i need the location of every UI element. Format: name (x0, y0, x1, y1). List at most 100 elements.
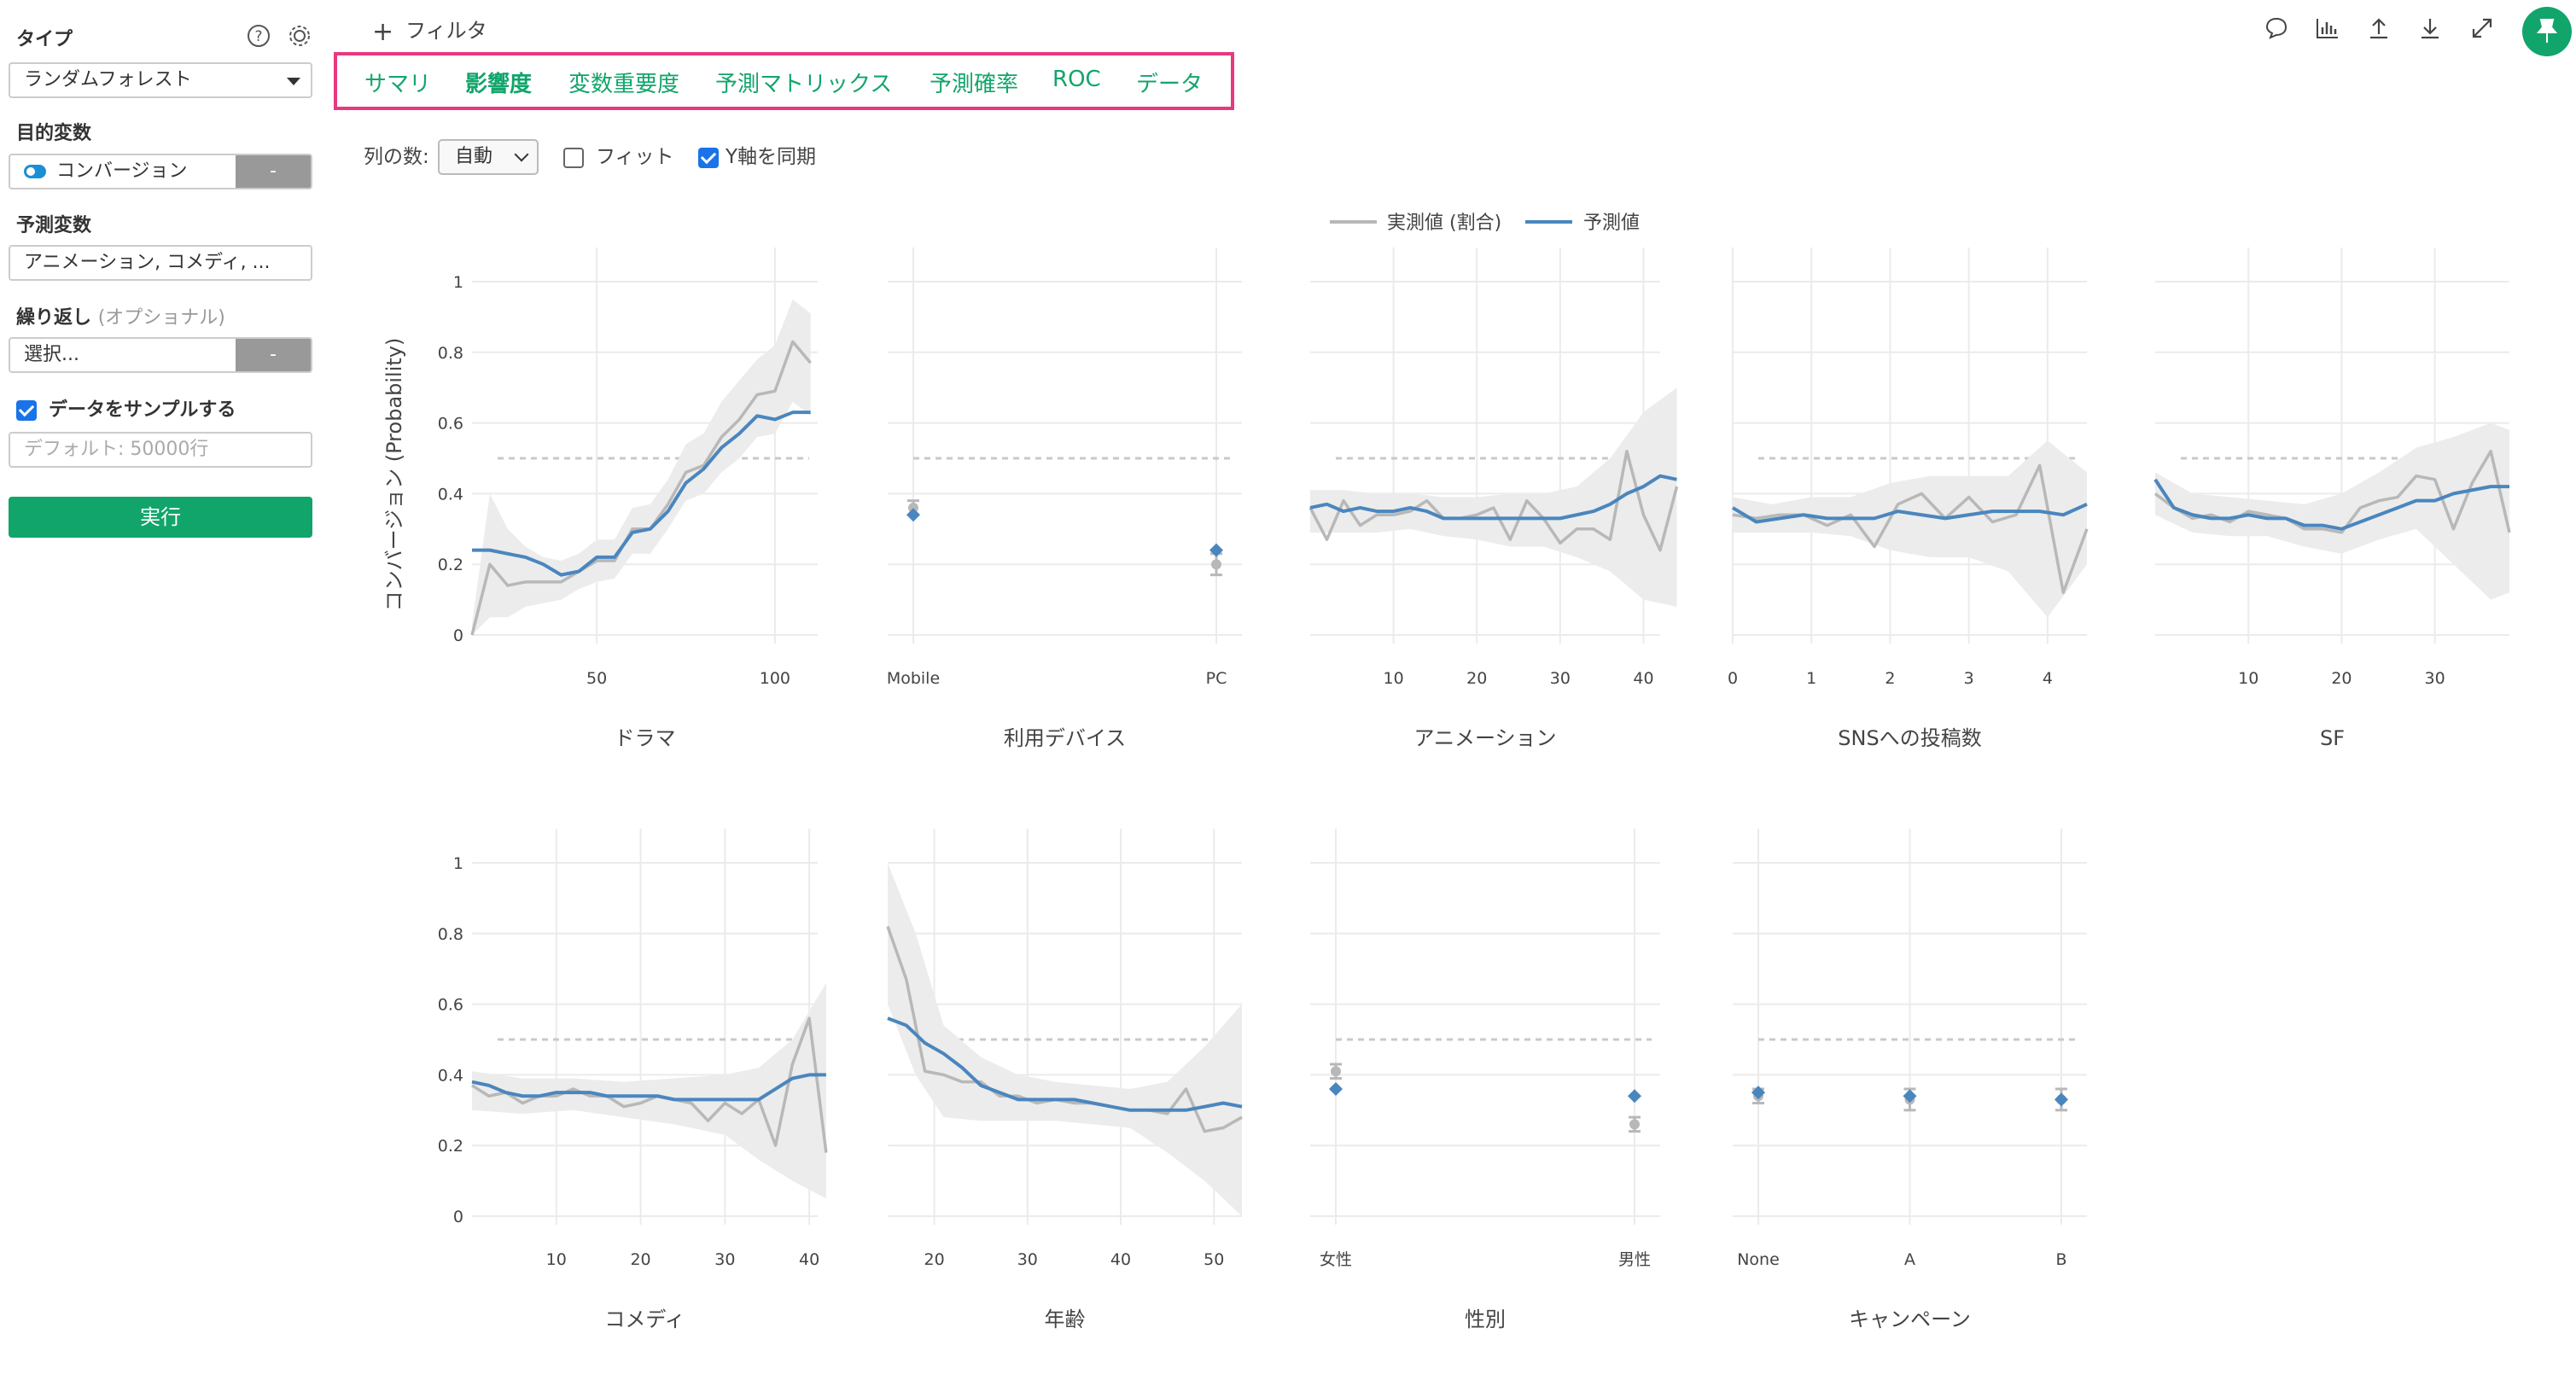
filter-label: フィルタ (405, 19, 487, 43)
panel-title: 年齢 (1045, 1307, 1086, 1331)
confidence-band (472, 982, 826, 1199)
predicted-point (1209, 543, 1223, 557)
tab-prediction-matrix[interactable]: 予測マトリックス (715, 72, 893, 97)
x-tick-label: None (1737, 1250, 1780, 1269)
y-tick-label: 0.2 (438, 1137, 463, 1156)
gear-icon[interactable] (288, 24, 312, 48)
tab-data[interactable]: データ (1136, 72, 1203, 97)
help-icon[interactable]: ? (247, 24, 271, 48)
panel-title: 利用デバイス (1004, 726, 1126, 750)
predictors-value: アニメーション, コメディ, ... (24, 252, 271, 273)
y-tick-label: 0.8 (438, 925, 463, 944)
x-tick-label: 40 (1110, 1250, 1131, 1269)
expand-icon[interactable] (2469, 15, 2495, 41)
predicted-series-line (2153, 478, 2509, 531)
predicted-series-line (887, 1016, 1243, 1112)
predictors-label: 予測変数 (16, 215, 92, 236)
comment-icon[interactable] (2264, 15, 2289, 41)
sync-y-checkbox[interactable] (698, 147, 719, 168)
predicted-series-line (472, 411, 811, 577)
x-tick-label: 30 (1017, 1250, 1038, 1269)
target-label: 目的変数 (16, 123, 92, 144)
y-tick-label: 0.2 (438, 556, 463, 574)
y-axis-label: コンバージョン (Probability) (382, 338, 406, 612)
tab-summary[interactable]: サマリ (364, 72, 432, 97)
target-field[interactable]: コンバージョン - (9, 154, 312, 189)
sample-size-input[interactable]: デフォルト: 50000行 (9, 432, 312, 468)
confidence-band (2155, 422, 2509, 600)
fit-checkbox-row[interactable]: フィット (563, 142, 674, 172)
predicted-point (1751, 1086, 1765, 1100)
predicted-point (2054, 1092, 2068, 1107)
svg-text:?: ? (254, 28, 262, 45)
x-tick-label: 20 (2331, 669, 2352, 688)
panel-1: Mobile PC 利用デバイス (887, 248, 1242, 750)
panel-2: 10 20 30 40 アニメーション (1308, 248, 1679, 750)
tab-roc[interactable]: ROC (1052, 67, 1101, 92)
panel-title: SF (2320, 726, 2345, 750)
x-tick-label: 1 (1806, 669, 1816, 688)
y-tick-label: 0.6 (438, 415, 463, 434)
panel-title: アニメーション (1413, 726, 1556, 750)
x-tick-label: PC (1206, 669, 1227, 688)
model-type-select[interactable]: ランダムフォレスト (9, 62, 312, 98)
panel-5: 0 0.2 0.4 0.6 0.8 1 10 20 30 40 コメディ (438, 829, 828, 1331)
predictors-field[interactable]: アニメーション, コメディ, ... (9, 245, 312, 281)
x-tick-label: 4 (2043, 669, 2053, 688)
x-tick-label: 30 (1550, 669, 1571, 688)
columns-value: 自動 (455, 146, 493, 167)
predicted-point (1903, 1089, 1917, 1104)
tab-effect[interactable]: 影響度 (465, 72, 533, 97)
legend-label-actual: 実測値 (割合) (1387, 213, 1501, 234)
repeat-select[interactable]: 選択... - (9, 337, 312, 373)
x-tick-label: 10 (1384, 669, 1404, 688)
y-tick-label: 0 (453, 1208, 463, 1226)
x-tick-label: 40 (799, 1250, 819, 1269)
x-tick-label: 男性 (1618, 1250, 1651, 1269)
sample-label: データをサンプルする (49, 399, 236, 421)
plus-icon: + (372, 17, 394, 47)
x-tick-label: 女性 (1320, 1250, 1352, 1269)
confidence-band (1733, 440, 2087, 618)
sync-y-checkbox-row[interactable]: Y軸を同期 (698, 142, 816, 172)
repeat-optional: (オプショナル) (97, 307, 225, 329)
x-tick-label: 50 (586, 669, 607, 688)
x-tick-label: 30 (714, 1250, 735, 1269)
actual-series-line (471, 1016, 828, 1153)
y-tick-label: 1 (453, 273, 463, 292)
x-tick-label: 10 (2238, 669, 2258, 688)
target-clear-button[interactable]: - (236, 155, 311, 188)
sample-checkbox[interactable] (16, 400, 37, 421)
columns-select[interactable]: 自動 (438, 139, 539, 175)
x-tick-label: 20 (630, 1250, 650, 1269)
y-tick-label: 0.4 (438, 1066, 463, 1085)
x-tick-label: 0 (1728, 669, 1738, 688)
predicted-series-line (1309, 474, 1677, 521)
y-tick-label: 0.8 (438, 344, 463, 363)
repeat-clear-button[interactable]: - (236, 339, 311, 371)
predicted-point (1329, 1081, 1343, 1096)
panel-title: コメディ (604, 1307, 685, 1331)
pin-button[interactable] (2522, 7, 2572, 56)
upload-icon[interactable] (2366, 15, 2392, 41)
download-icon[interactable] (2417, 15, 2443, 41)
type-label: タイプ (16, 29, 73, 50)
sample-checkbox-row[interactable]: データをサンプルする (16, 398, 236, 423)
panel-8: None A B キャンペーン (1733, 829, 2087, 1331)
y-tick-label: 0.4 (438, 485, 463, 504)
tab-variable-importance[interactable]: 変数重要度 (568, 72, 680, 97)
panel-title: キャンペーン (1849, 1307, 1971, 1331)
chart-icon[interactable] (2315, 15, 2340, 41)
columns-label: 列の数: (364, 146, 429, 168)
sidebar: タイプ ? ランダムフォレスト 目的変数 コンバージョン - 予測変数 アニメー… (0, 0, 324, 1386)
tab-prediction-probability[interactable]: 予測確率 (930, 72, 1019, 97)
confidence-band (1310, 387, 1677, 607)
x-tick-label: 3 (1964, 669, 1974, 688)
fit-checkbox[interactable] (563, 147, 584, 168)
run-button[interactable]: 実行 (9, 497, 312, 538)
toggle-icon[interactable] (24, 165, 46, 178)
pin-icon (2536, 19, 2558, 43)
add-filter-button[interactable]: + フィルタ (372, 14, 487, 47)
predicted-series-line (1731, 502, 2088, 524)
